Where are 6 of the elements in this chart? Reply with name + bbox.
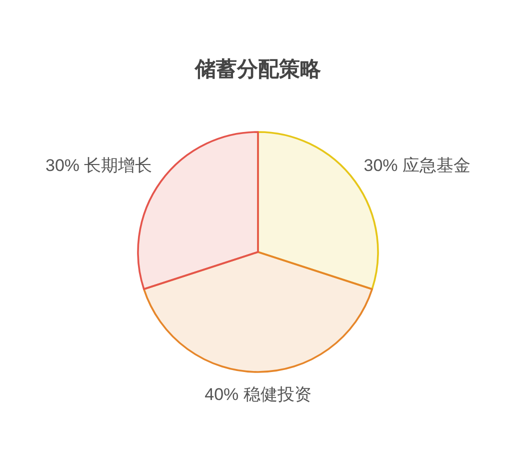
slice-label: 30% 长期增长 (46, 156, 152, 176)
pie-slice (137, 131, 259, 290)
pie-slice (142, 251, 374, 373)
slice-label: 30% 应急基金 (364, 156, 470, 176)
chart-title: 储蓄分配策略 (194, 58, 322, 81)
slice-label: 40% 稳健投资 (204, 385, 312, 404)
